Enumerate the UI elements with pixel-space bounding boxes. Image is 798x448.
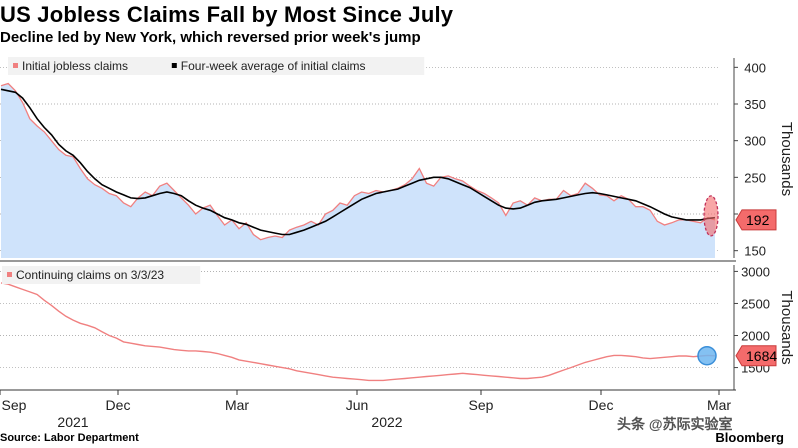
top-legend-item: Initial jobless claims — [22, 59, 128, 73]
initial-claims-line — [0, 82, 716, 241]
bottom-ytick-label: 2000 — [741, 329, 770, 344]
top-ylabel: Thousands — [778, 122, 795, 196]
latest-continuing-label: 1684 — [746, 348, 777, 364]
latest-initial-label-box — [735, 209, 777, 231]
bottom-legend-bg — [2, 266, 201, 284]
continuing-claims-line — [0, 282, 716, 382]
xtick-label: Jun — [346, 397, 369, 413]
brand-text: Bloomberg — [715, 430, 784, 445]
top-ytick-label: 350 — [744, 97, 766, 112]
year-label: 2021 — [57, 414, 88, 430]
xtick-label: Mar — [225, 397, 249, 413]
xtick-label: Dec — [589, 397, 614, 413]
four-week-average-line — [0, 88, 716, 236]
latest-initial-label: 192 — [746, 212, 770, 228]
top-legend-swatch — [13, 63, 18, 68]
watermark: 头条 @苏际实验室 — [617, 414, 733, 434]
top-legend-swatch — [171, 63, 177, 68]
bottom-legend-swatch — [7, 272, 12, 277]
bloomberg-logo: Bloomberg — [715, 430, 784, 445]
xtick-label: Sep — [469, 397, 494, 413]
top-legend-bg — [8, 57, 425, 75]
xtick-label: Dec — [106, 397, 131, 413]
top-ytick-label: 150 — [744, 244, 766, 259]
initial-claims-area — [1, 83, 715, 258]
top-ytick-label: 300 — [744, 134, 766, 149]
latest-continuing-label-box — [735, 345, 777, 367]
watermark-text: 头条 @苏际实验室 — [617, 416, 733, 432]
xtick-label: Sep — [2, 397, 27, 413]
bottom-panel-bg — [0, 265, 718, 390]
top-ytick-label: 400 — [744, 60, 766, 75]
bottom-ylabel: Thousands — [778, 290, 795, 364]
latest-continuing-highlight — [697, 346, 717, 366]
year-label: 2022 — [371, 414, 402, 430]
chart-title: US Jobless Claims Fall by Most Since Jul… — [0, 2, 454, 27]
jobless-claims-chart: 1502002503003504001500200025003000Thousa… — [0, 57, 795, 430]
source-note: Source: Labor Department — [0, 432, 139, 444]
bottom-ytick-label: 2500 — [741, 296, 770, 311]
chart-subtitle: Decline led by New York, which reversed … — [0, 29, 421, 46]
latest-initial-highlight — [703, 195, 719, 237]
bottom-ytick-label: 3000 — [741, 264, 770, 279]
xtick-label: Mar — [707, 397, 731, 413]
bottom-legend-item: Continuing claims on 3/3/23 — [16, 268, 164, 282]
top-legend-item: Four-week average of initial claims — [181, 59, 366, 73]
top-ytick-label: 250 — [744, 170, 766, 185]
